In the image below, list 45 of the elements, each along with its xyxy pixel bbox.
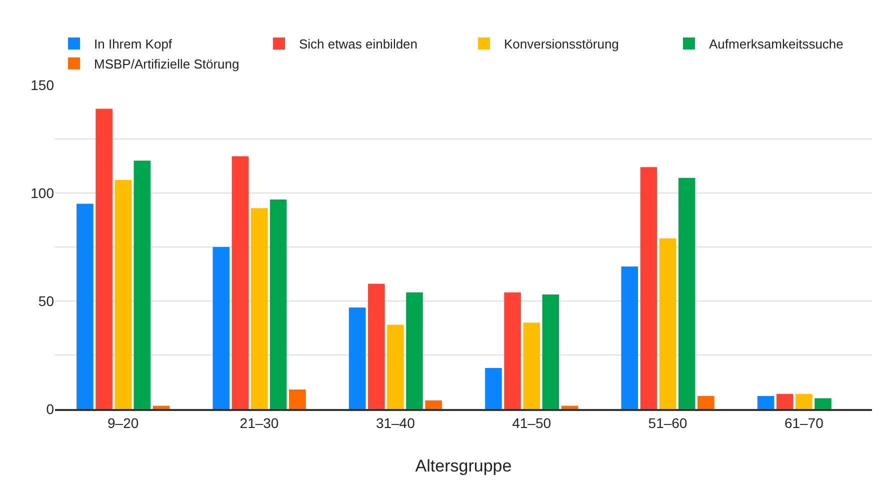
x-axis-title: Altersgruppe — [415, 456, 512, 476]
x-tick-label: 51–60 — [648, 414, 688, 431]
bar — [114, 180, 132, 409]
bar — [152, 406, 170, 409]
bar — [757, 396, 774, 409]
bar — [406, 292, 423, 409]
x-tick-label: 9–20 — [108, 414, 139, 431]
bar — [348, 307, 366, 409]
legend-label: Aufmerksamkeitssuche — [709, 36, 844, 52]
legend-label: Konversionsstörung — [504, 36, 619, 52]
x-tick-label: 21–30 — [240, 414, 279, 431]
bar — [134, 160, 151, 409]
bar — [621, 266, 638, 409]
bar — [387, 324, 404, 409]
bar — [96, 108, 112, 409]
bar — [504, 292, 521, 409]
x-tick-label: 31–40 — [376, 414, 416, 431]
legend-label: MSBP/Artifizielle Störung — [94, 56, 240, 72]
bar — [776, 394, 794, 409]
bar — [368, 284, 385, 409]
bar — [678, 178, 696, 409]
bar — [814, 398, 832, 409]
bar — [640, 167, 658, 409]
bar — [76, 204, 94, 409]
legend-label: Sich etwas einbilden — [299, 36, 418, 52]
bar — [561, 406, 578, 409]
y-tick-label: 50 — [38, 292, 54, 309]
x-tick-label: 41–50 — [512, 414, 552, 431]
bar — [212, 247, 230, 409]
bar — [542, 294, 560, 409]
bar — [523, 322, 540, 409]
bar — [796, 394, 812, 409]
y-tick-label: 0 — [46, 400, 54, 417]
bar — [288, 390, 306, 409]
y-tick-label: 100 — [30, 184, 54, 201]
bar — [232, 156, 249, 409]
bar — [270, 199, 287, 409]
bar — [485, 368, 502, 409]
bar — [250, 208, 268, 409]
bar — [659, 238, 676, 409]
x-tick-label: 61–70 — [784, 414, 824, 431]
y-tick-label: 150 — [30, 76, 54, 93]
bar — [425, 400, 442, 409]
bar — [697, 396, 714, 409]
legend-label: In Ihrem Kopf — [94, 36, 172, 52]
